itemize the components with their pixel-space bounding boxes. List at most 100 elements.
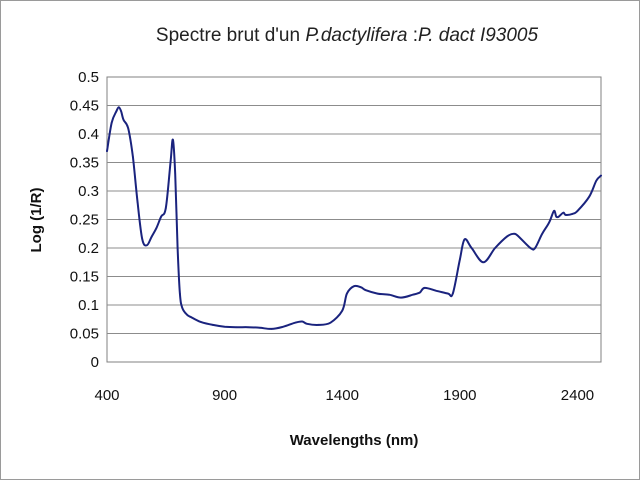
data-point xyxy=(146,244,148,246)
data-point xyxy=(235,326,238,329)
data-point xyxy=(360,286,362,289)
y-tick-label: 0.45 xyxy=(70,98,99,115)
data-point xyxy=(341,309,344,312)
y-axis-title: Log (1/R) xyxy=(28,188,45,253)
data-point xyxy=(419,291,421,294)
data-point xyxy=(169,161,172,164)
data-point xyxy=(174,173,177,175)
data-point xyxy=(181,307,184,309)
title-prefix: Spectre brut d'un xyxy=(156,25,305,46)
data-point xyxy=(571,213,574,215)
data-point xyxy=(400,296,402,299)
chart-title: Spectre brut d'un P.dactylifera :P. dact… xyxy=(156,25,539,46)
data-point xyxy=(223,325,226,328)
y-tick-labels: 0 0.05 0.1 0.15 0.2 0.25 0.3 0.35 0.4 0.45 0.5 xyxy=(70,69,99,371)
data-point xyxy=(247,326,249,329)
data-point xyxy=(141,238,144,241)
data-point xyxy=(270,328,273,330)
data-point xyxy=(595,179,598,182)
data-point xyxy=(553,210,555,212)
data-point xyxy=(353,285,355,287)
y-tick-label: 0.1 xyxy=(78,297,99,314)
data-point xyxy=(463,238,466,241)
data-point xyxy=(459,258,461,261)
data-point xyxy=(435,289,438,292)
data-point xyxy=(106,150,108,152)
y-tick-label: 0.5 xyxy=(78,69,99,86)
data-point xyxy=(127,127,129,130)
y-tick-label: 0.15 xyxy=(70,269,99,286)
y-tick-label: 0.3 xyxy=(78,183,99,200)
data-point xyxy=(529,247,532,249)
data-point xyxy=(120,110,122,112)
data-point xyxy=(259,327,261,329)
data-point xyxy=(117,106,120,109)
data-point xyxy=(506,235,508,238)
x-tick-label: 400 xyxy=(94,387,119,404)
data-point xyxy=(306,323,308,325)
title-sample: P. dact I93005 xyxy=(418,25,539,46)
x-tick-labels: 400 900 1400 1900 2400 xyxy=(94,387,594,404)
data-point xyxy=(329,321,332,324)
data-point xyxy=(179,292,181,295)
x-tick-label: 1900 xyxy=(443,387,476,404)
data-point xyxy=(136,201,139,204)
data-point xyxy=(212,324,214,326)
data-point xyxy=(564,214,567,216)
gridlines xyxy=(107,105,601,334)
data-point xyxy=(115,110,118,112)
title-species: P.dactylifera xyxy=(305,25,407,46)
data-point xyxy=(534,247,536,249)
data-point xyxy=(282,325,285,328)
data-point xyxy=(494,247,496,249)
data-point xyxy=(110,121,113,124)
data-point xyxy=(150,235,153,238)
data-point xyxy=(412,293,414,296)
data-point xyxy=(364,289,367,291)
data-point xyxy=(447,292,449,295)
data-point xyxy=(541,232,543,235)
data-point xyxy=(190,316,193,319)
data-point xyxy=(172,138,174,141)
data-point xyxy=(160,215,162,218)
data-point xyxy=(470,247,473,249)
data-point xyxy=(122,118,125,121)
data-point xyxy=(294,321,296,324)
y-tick-label: 0.2 xyxy=(78,240,99,257)
x-tick-label: 1400 xyxy=(326,387,359,404)
data-point xyxy=(388,293,391,296)
y-tick-label: 0 xyxy=(91,354,99,371)
data-point xyxy=(557,215,560,218)
y-tick-label: 0.25 xyxy=(70,212,99,229)
x-axis-title: Wavelengths (nm) xyxy=(290,432,419,449)
data-point xyxy=(186,313,188,316)
data-point xyxy=(346,292,348,295)
x-tick-label: 900 xyxy=(212,387,237,404)
data-point xyxy=(376,292,379,295)
data-point xyxy=(482,261,485,264)
data-point xyxy=(588,195,591,198)
title-middle: : xyxy=(407,25,418,46)
data-point xyxy=(548,221,551,224)
data-point xyxy=(176,247,179,249)
x-tick-label: 2400 xyxy=(561,387,594,404)
data-point xyxy=(317,324,320,326)
spectrum-points xyxy=(106,106,602,330)
data-point xyxy=(576,210,579,212)
data-point xyxy=(423,287,426,289)
y-tick-label: 0.05 xyxy=(70,326,99,343)
data-point xyxy=(600,174,602,177)
data-point xyxy=(155,227,158,229)
y-tick-label: 0.4 xyxy=(78,126,99,143)
data-point xyxy=(513,232,515,235)
y-tick-label: 0.35 xyxy=(70,155,99,172)
data-point xyxy=(301,320,304,323)
data-point xyxy=(562,211,565,214)
data-point xyxy=(165,207,167,209)
data-point xyxy=(517,235,520,238)
data-point xyxy=(452,292,454,295)
data-point xyxy=(555,215,558,218)
data-point xyxy=(132,156,134,158)
data-point xyxy=(200,321,202,323)
